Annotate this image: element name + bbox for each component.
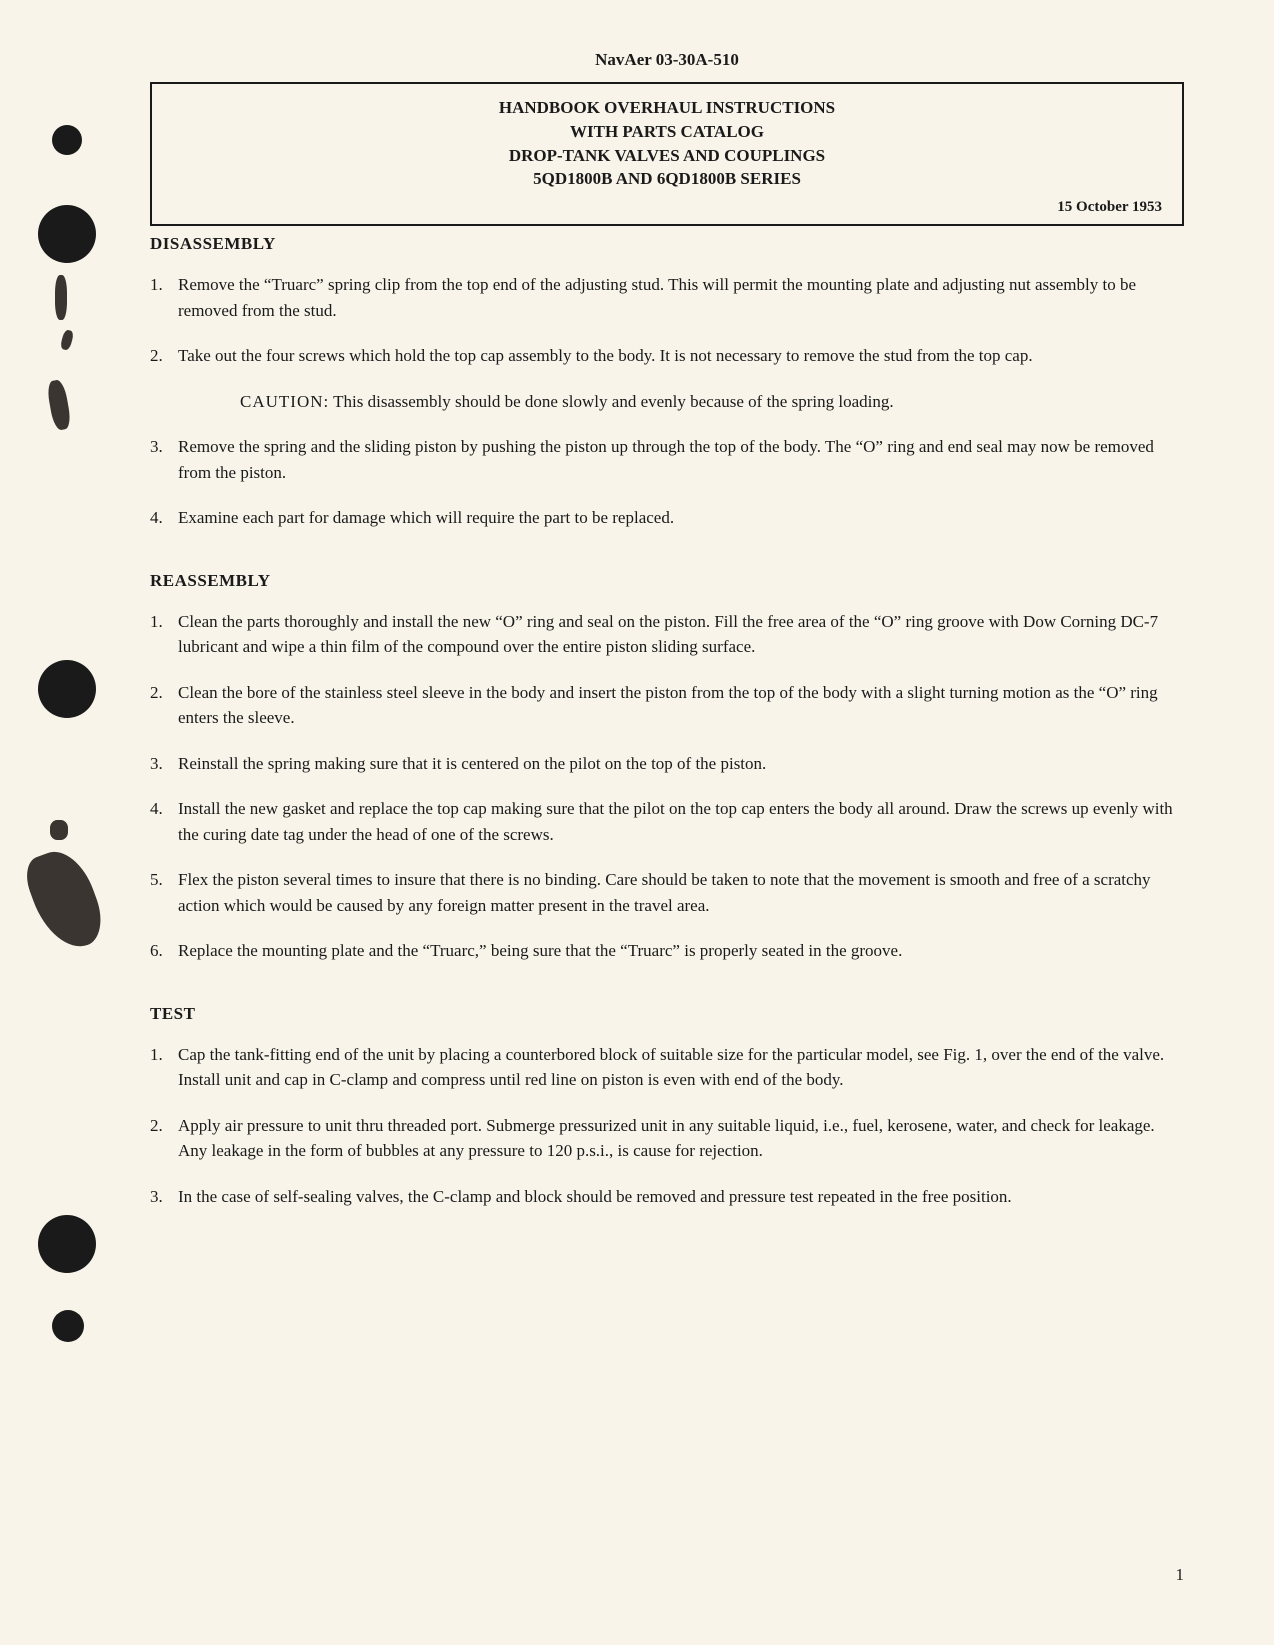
- item-number: 6.: [150, 938, 178, 964]
- item-text: Remove the spring and the sliding piston…: [178, 434, 1184, 485]
- item-text: Take out the four screws which hold the …: [178, 343, 1184, 369]
- list-item: 1. Remove the “Truarc” spring clip from …: [150, 272, 1184, 323]
- list-item: 4. Examine each part for damage which wi…: [150, 505, 1184, 531]
- item-number: 3.: [150, 1184, 178, 1210]
- list-item: 2. Clean the bore of the stainless steel…: [150, 680, 1184, 731]
- caution-block: CAUTION: This disassembly should be done…: [240, 389, 1184, 415]
- item-text: Examine each part for damage which will …: [178, 505, 1184, 531]
- scan-artifact: [46, 379, 72, 431]
- document-date: 15 October 1953: [172, 199, 1162, 216]
- item-text: Reinstall the spring making sure that it…: [178, 751, 1184, 777]
- scan-artifact: [20, 843, 111, 957]
- list-item: 2. Apply air pressure to unit thru threa…: [150, 1113, 1184, 1164]
- item-text: Flex the piston several times to insure …: [178, 867, 1184, 918]
- item-number: 3.: [150, 751, 178, 777]
- punch-hole: [52, 125, 82, 155]
- list-item: 3. Reinstall the spring making sure that…: [150, 751, 1184, 777]
- list-item: 3. Remove the spring and the sliding pis…: [150, 434, 1184, 485]
- item-text: Apply air pressure to unit thru threaded…: [178, 1113, 1184, 1164]
- item-text: Install the new gasket and replace the t…: [178, 796, 1184, 847]
- item-text: In the case of self-sealing valves, the …: [178, 1184, 1184, 1210]
- scan-artifact: [50, 820, 68, 840]
- list-item: 5. Flex the piston several times to insu…: [150, 867, 1184, 918]
- item-number: 4.: [150, 505, 178, 531]
- item-number: 5.: [150, 867, 178, 918]
- section-heading-reassembly: REASSEMBLY: [150, 571, 1184, 591]
- title-box: HANDBOOK OVERHAUL INSTRUCTIONS WITH PART…: [150, 82, 1184, 226]
- title-line: DROP-TANK VALVES AND COUPLINGS: [172, 144, 1162, 168]
- list-item: 1. Clean the parts thoroughly and instal…: [150, 609, 1184, 660]
- item-number: 2.: [150, 343, 178, 369]
- punch-hole: [38, 660, 96, 718]
- item-number: 2.: [150, 680, 178, 731]
- item-text: Clean the parts thoroughly and install t…: [178, 609, 1184, 660]
- punch-hole: [38, 1215, 96, 1273]
- scan-artifact: [60, 329, 75, 351]
- section-heading-disassembly: DISASSEMBLY: [150, 234, 1184, 254]
- scan-artifact: [55, 275, 67, 320]
- item-number: 4.: [150, 796, 178, 847]
- document-page: NavAer 03-30A-510 HANDBOOK OVERHAUL INST…: [0, 0, 1274, 1645]
- list-item: 6. Replace the mounting plate and the “T…: [150, 938, 1184, 964]
- title-line: HANDBOOK OVERHAUL INSTRUCTIONS: [172, 96, 1162, 120]
- title-line: WITH PARTS CATALOG: [172, 120, 1162, 144]
- item-text: Clean the bore of the stainless steel sl…: [178, 680, 1184, 731]
- item-number: 1.: [150, 1042, 178, 1093]
- item-number: 1.: [150, 272, 178, 323]
- list-item: 1. Cap the tank-fitting end of the unit …: [150, 1042, 1184, 1093]
- item-text: Remove the “Truarc” spring clip from the…: [178, 272, 1184, 323]
- list-item: 2. Take out the four screws which hold t…: [150, 343, 1184, 369]
- item-text: Cap the tank-fitting end of the unit by …: [178, 1042, 1184, 1093]
- punch-hole: [38, 205, 96, 263]
- page-number: 1: [1176, 1565, 1185, 1585]
- item-number: 2.: [150, 1113, 178, 1164]
- section-heading-test: TEST: [150, 1004, 1184, 1024]
- list-item: 4. Install the new gasket and replace th…: [150, 796, 1184, 847]
- item-number: 3.: [150, 434, 178, 485]
- item-text: Replace the mounting plate and the “Trua…: [178, 938, 1184, 964]
- item-number: 1.: [150, 609, 178, 660]
- punch-hole: [52, 1310, 84, 1342]
- caution-text: This disassembly should be done slowly a…: [333, 392, 893, 411]
- document-id: NavAer 03-30A-510: [150, 50, 1184, 70]
- caution-label: CAUTION:: [240, 392, 329, 411]
- title-line: 5QD1800B AND 6QD1800B SERIES: [172, 167, 1162, 191]
- list-item: 3. In the case of self-sealing valves, t…: [150, 1184, 1184, 1210]
